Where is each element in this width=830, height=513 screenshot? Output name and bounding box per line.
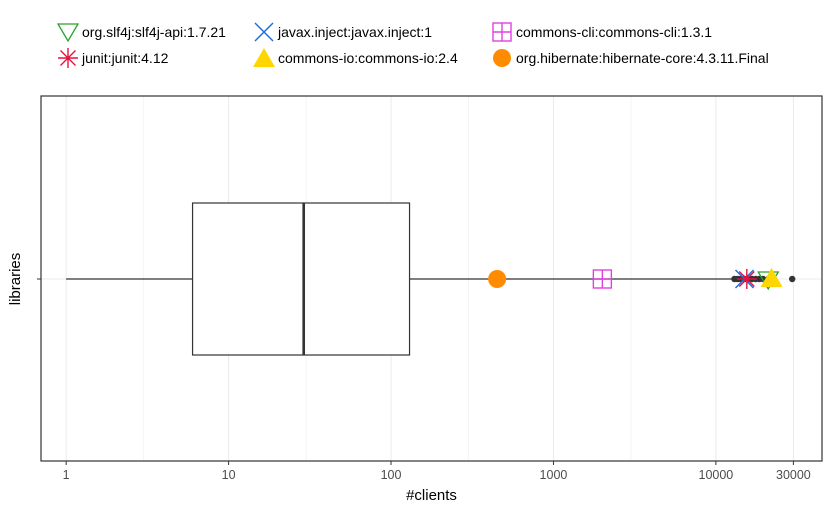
outlier-point — [789, 275, 796, 283]
legend-item-junit: junit:junit:4.12 — [56, 46, 168, 70]
legend-label: org.slf4j:slf4j-api:1.7.21 — [82, 24, 226, 40]
legend-label: commons-cli:commons-cli:1.3.1 — [516, 24, 713, 40]
legend-item-commons-io: commons-io:commons-io:2.4 — [252, 46, 458, 70]
library-marker-shape — [593, 270, 612, 288]
asterisk-icon — [58, 48, 78, 68]
legend: org.slf4j:slf4j-api:1.7.21 javax.inject:… — [0, 0, 830, 80]
x-cross-icon — [254, 22, 274, 42]
library-marker-shape — [760, 268, 783, 287]
x-tick-label: 1000 — [540, 468, 568, 482]
iqr-box — [191, 202, 411, 356]
triangle-up-icon — [253, 48, 275, 67]
x-tick-label: 100 — [381, 468, 402, 482]
library-marker — [736, 269, 757, 289]
legend-item-slf4j: org.slf4j:slf4j-api:1.7.21 — [56, 20, 226, 44]
square-plus-icon — [492, 22, 512, 42]
library-marker — [592, 269, 613, 289]
legend-item-commons-cli: commons-cli:commons-cli:1.3.1 — [490, 20, 712, 44]
triangle-down-icon — [56, 23, 80, 43]
x-tick-label: 30000 — [776, 468, 811, 482]
library-marker — [488, 270, 507, 288]
legend-item-javax-inject: javax.inject:javax.inject:1 — [252, 20, 432, 44]
legend-label: commons-io:commons-io:2.4 — [278, 50, 458, 66]
library-marker-shape — [488, 270, 507, 288]
legend-label: org.hibernate:hibernate-core:4.3.11.Fina… — [516, 50, 769, 66]
circle-icon — [493, 49, 511, 67]
y-axis-title: libraries — [7, 253, 24, 306]
library-marker-shape — [736, 269, 757, 289]
legend-label: javax.inject:javax.inject:1 — [278, 24, 433, 40]
x-tick-label: 1 — [63, 468, 70, 482]
library-marker — [760, 268, 783, 287]
legend-item-hibernate: org.hibernate:hibernate-core:4.3.11.Fina… — [490, 46, 769, 70]
x-tick-label: 10 — [222, 468, 236, 482]
x-axis-title: #clients — [406, 487, 457, 504]
x-tick-label: 10000 — [699, 468, 734, 482]
legend-label: junit:junit:4.12 — [82, 50, 169, 66]
